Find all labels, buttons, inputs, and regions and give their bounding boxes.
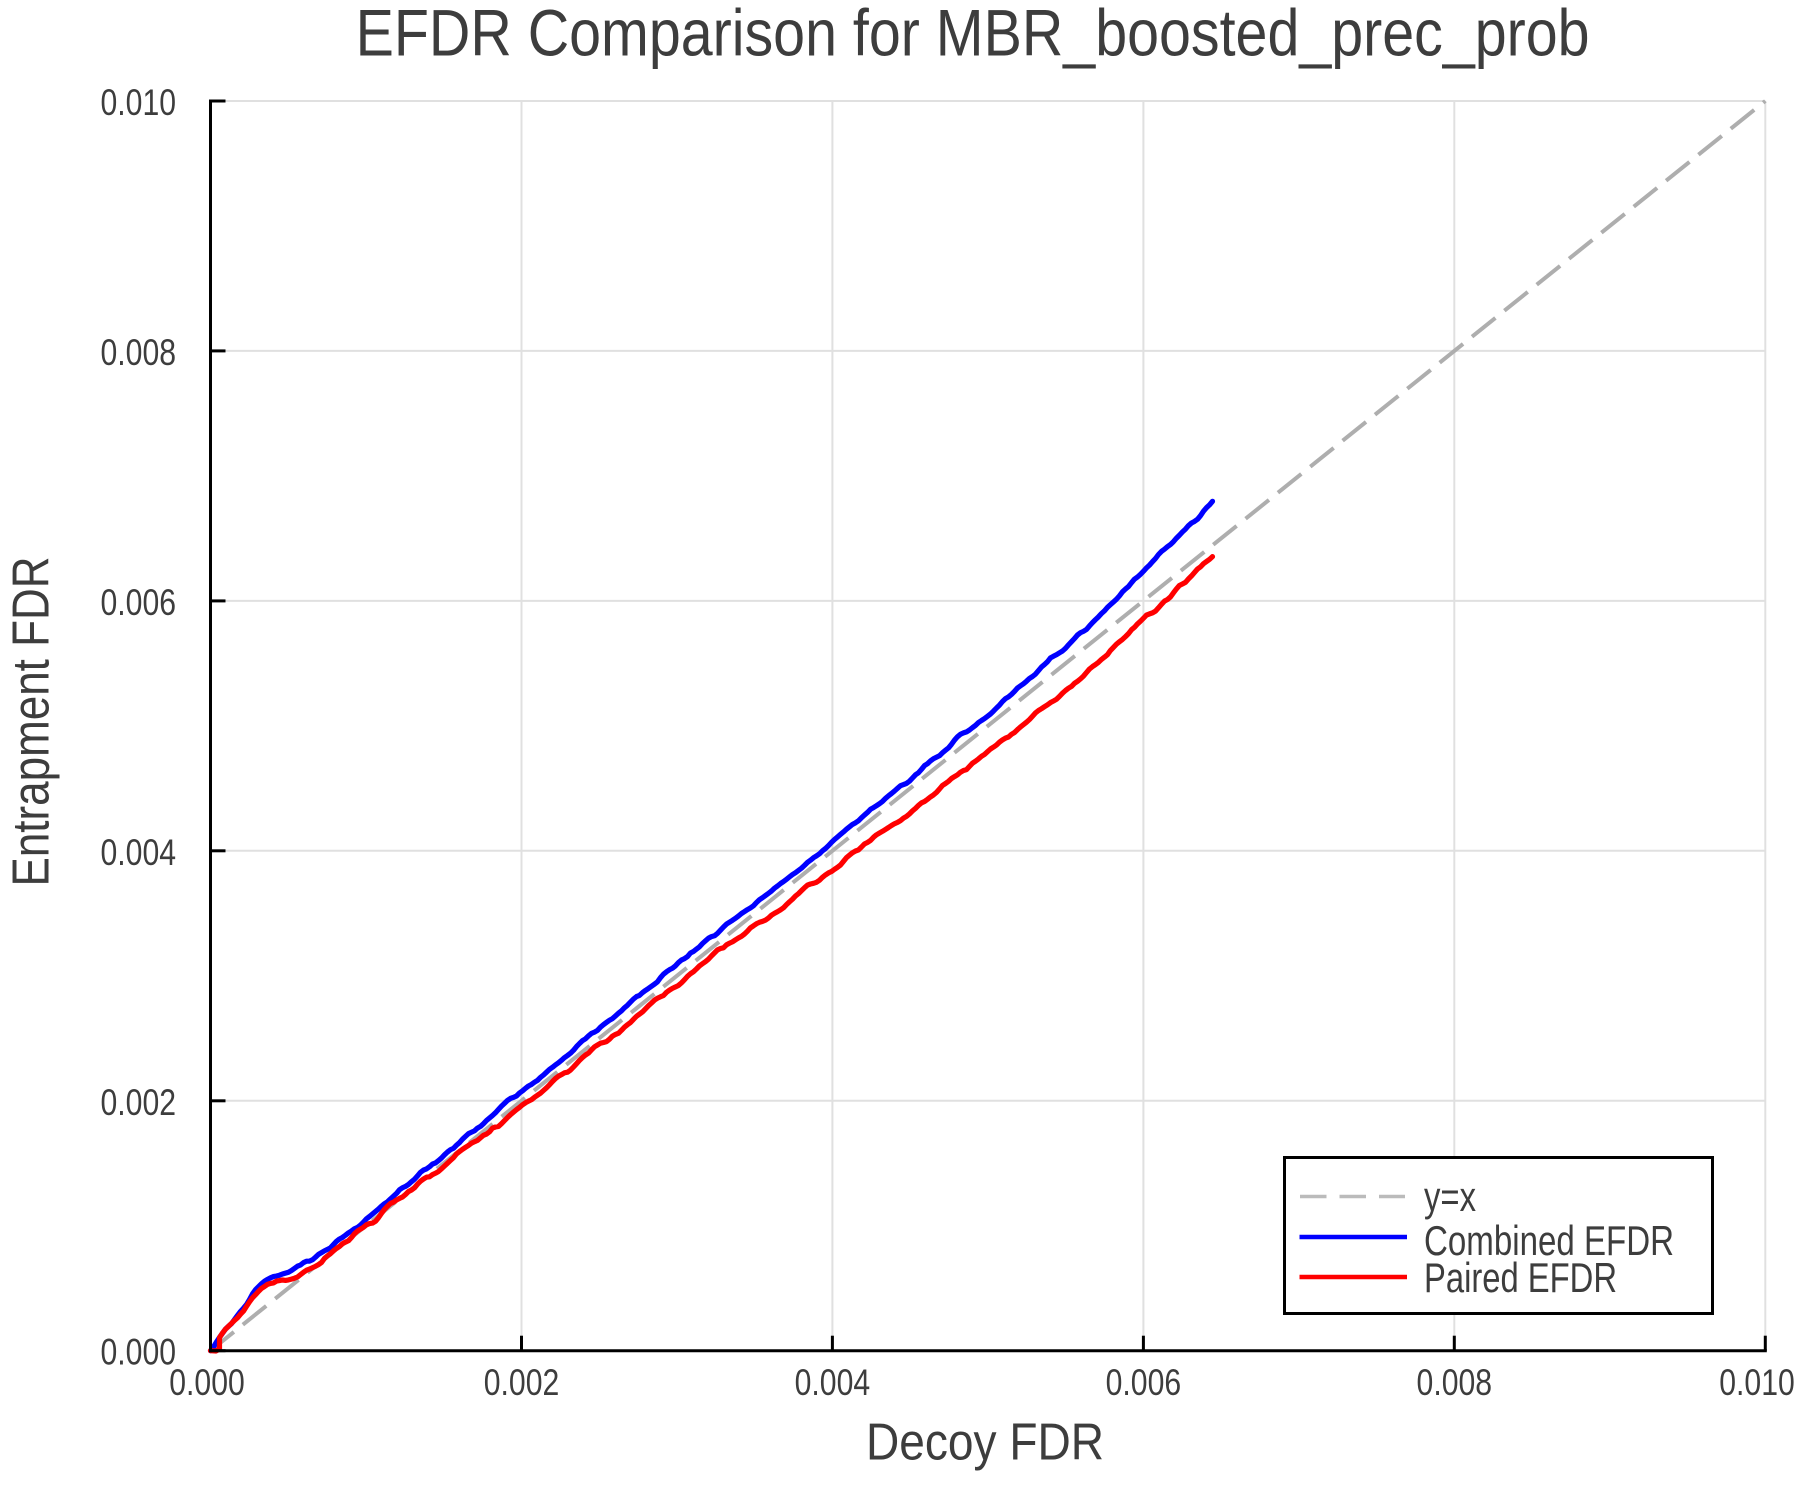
svg-text:0.002: 0.002	[484, 1361, 560, 1403]
svg-text:y=x: y=x	[1424, 1173, 1476, 1220]
svg-text:0.008: 0.008	[101, 331, 177, 373]
svg-text:0.010: 0.010	[101, 81, 177, 123]
svg-text:Entrapment FDR: Entrapment FDR	[3, 557, 61, 887]
svg-text:EFDR Comparison for MBR_booste: EFDR Comparison for MBR_boosted_prec_pro…	[356, 0, 1590, 70]
svg-text:0.000: 0.000	[169, 1361, 245, 1403]
svg-text:0.000: 0.000	[101, 1331, 177, 1373]
svg-text:Paired EFDR: Paired EFDR	[1424, 1254, 1617, 1301]
svg-text:0.010: 0.010	[1719, 1361, 1795, 1403]
svg-text:Decoy FDR: Decoy FDR	[866, 1413, 1104, 1471]
svg-text:0.006: 0.006	[101, 581, 177, 623]
svg-text:0.008: 0.008	[1417, 1361, 1493, 1403]
svg-text:0.006: 0.006	[1106, 1361, 1182, 1403]
svg-text:0.004: 0.004	[101, 831, 177, 873]
svg-text:0.002: 0.002	[101, 1081, 177, 1123]
svg-text:Combined EFDR: Combined EFDR	[1424, 1217, 1674, 1264]
svg-text:0.004: 0.004	[795, 1361, 871, 1403]
